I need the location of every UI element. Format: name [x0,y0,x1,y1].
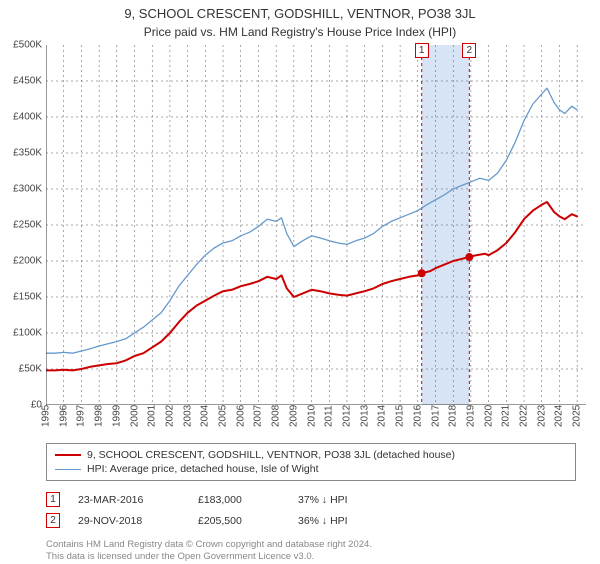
x-tick-label: 2007 [253,405,264,427]
legend-swatch [55,454,81,456]
y-tick-label: £300K [2,184,42,195]
x-tick-label: 2011 [324,405,335,427]
y-tick-label: £150K [2,292,42,303]
sale-price: £205,500 [198,515,298,527]
x-tick-label: 1998 [94,405,105,427]
sale-date: 23-MAR-2016 [78,494,198,506]
x-tick-label: 2023 [536,405,547,427]
sale-price: £183,000 [198,494,298,506]
y-tick-label: £500K [2,40,42,51]
legend-label: HPI: Average price, detached house, Isle… [87,463,319,475]
sale-index: 1 [46,492,60,507]
chart-subtitle: Price paid vs. HM Land Registry's House … [0,21,600,45]
chart-area: £0£50K£100K£150K£200K£250K£300K£350K£400… [46,45,586,405]
x-tick-label: 1996 [58,405,69,427]
x-tick-label: 2006 [235,405,246,427]
x-tick-label: 1995 [41,405,52,427]
x-tick-label: 2002 [164,405,175,427]
x-tick-label: 2017 [430,405,441,427]
x-tick-label: 2016 [412,405,423,427]
footer-line: Contains HM Land Registry data © Crown c… [46,539,576,551]
event-marker: 1 [415,43,429,58]
x-tick-label: 2013 [359,405,370,427]
x-tick-label: 2014 [377,405,388,427]
line-chart [46,45,586,405]
legend-item: HPI: Average price, detached house, Isle… [55,462,567,476]
y-tick-label: £450K [2,76,42,87]
x-tick-label: 2004 [200,405,211,427]
sale-date: 29-NOV-2018 [78,515,198,527]
legend: 9, SCHOOL CRESCENT, GODSHILL, VENTNOR, P… [46,443,576,481]
x-tick-label: 2025 [572,405,583,427]
x-tick-label: 2012 [341,405,352,427]
x-tick-label: 2024 [554,405,565,427]
sale-delta: 36% ↓ HPI [298,515,418,527]
y-tick-label: £200K [2,256,42,267]
legend-item: 9, SCHOOL CRESCENT, GODSHILL, VENTNOR, P… [55,448,567,462]
y-tick-label: £50K [2,364,42,375]
x-tick-label: 2018 [448,405,459,427]
x-tick-label: 2020 [483,405,494,427]
sale-row: 2 29-NOV-2018£205,50036% ↓ HPI [46,510,576,531]
event-marker: 2 [462,43,476,58]
x-tick-label: 1999 [111,405,122,427]
sale-row: 1 23-MAR-2016£183,00037% ↓ HPI [46,489,576,510]
x-tick-label: 2009 [288,405,299,427]
sale-index: 2 [46,513,60,528]
x-tick-label: 2008 [271,405,282,427]
y-tick-label: £400K [2,112,42,123]
x-tick-label: 2022 [519,405,530,427]
chart-title: 9, SCHOOL CRESCENT, GODSHILL, VENTNOR, P… [0,0,600,21]
x-tick-label: 2001 [147,405,158,427]
y-tick-label: £100K [2,328,42,339]
y-axis: £0£50K£100K£150K£200K£250K£300K£350K£400… [2,45,42,405]
y-tick-label: £350K [2,148,42,159]
y-tick-label: £0 [2,400,42,411]
sale-delta: 37% ↓ HPI [298,494,418,506]
x-tick-label: 1997 [76,405,87,427]
footer-line: This data is licensed under the Open Gov… [46,551,576,563]
x-tick-label: 2003 [182,405,193,427]
x-tick-label: 2000 [129,405,140,427]
y-tick-label: £250K [2,220,42,231]
x-axis: 1995199619971998199920002001200220032004… [46,405,586,433]
legend-label: 9, SCHOOL CRESCENT, GODSHILL, VENTNOR, P… [87,449,455,461]
x-tick-label: 2019 [465,405,476,427]
x-tick-label: 2015 [395,405,406,427]
x-tick-label: 2021 [501,405,512,427]
x-tick-label: 2010 [306,405,317,427]
x-tick-label: 2005 [218,405,229,427]
sales-table: 1 23-MAR-2016£183,00037% ↓ HPI 2 29-NOV-201… [46,489,576,531]
legend-swatch [55,469,81,470]
